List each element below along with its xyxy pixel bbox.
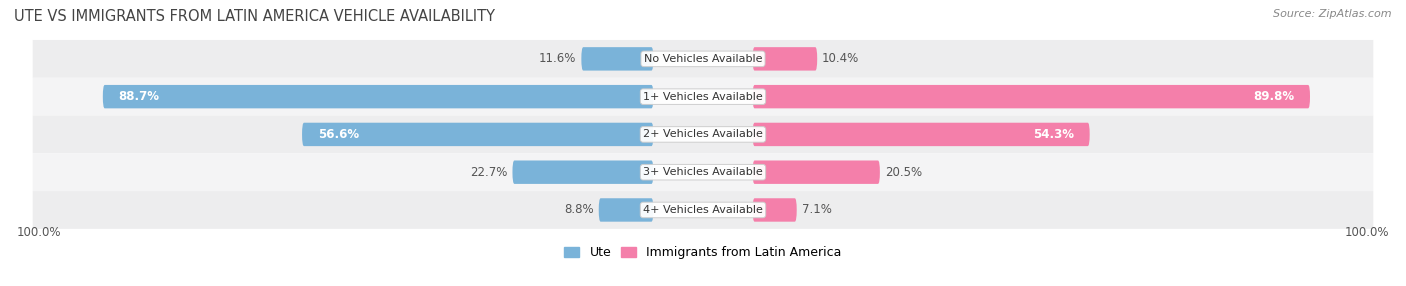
Text: 100.0%: 100.0% xyxy=(17,226,62,239)
FancyBboxPatch shape xyxy=(752,123,1090,146)
Text: 1+ Vehicles Available: 1+ Vehicles Available xyxy=(643,92,763,102)
FancyBboxPatch shape xyxy=(32,116,1374,153)
Text: 88.7%: 88.7% xyxy=(118,90,159,103)
FancyBboxPatch shape xyxy=(752,160,880,184)
FancyBboxPatch shape xyxy=(32,191,1374,229)
Text: 89.8%: 89.8% xyxy=(1253,90,1295,103)
Text: No Vehicles Available: No Vehicles Available xyxy=(644,54,762,64)
Text: 3+ Vehicles Available: 3+ Vehicles Available xyxy=(643,167,763,177)
FancyBboxPatch shape xyxy=(752,47,817,71)
FancyBboxPatch shape xyxy=(752,198,797,222)
FancyBboxPatch shape xyxy=(32,40,1374,78)
Text: 8.8%: 8.8% xyxy=(564,203,593,217)
FancyBboxPatch shape xyxy=(599,198,654,222)
Text: 11.6%: 11.6% xyxy=(538,52,576,65)
FancyBboxPatch shape xyxy=(581,47,654,71)
FancyBboxPatch shape xyxy=(302,123,654,146)
Text: 22.7%: 22.7% xyxy=(470,166,508,179)
FancyBboxPatch shape xyxy=(32,153,1374,191)
Text: UTE VS IMMIGRANTS FROM LATIN AMERICA VEHICLE AVAILABILITY: UTE VS IMMIGRANTS FROM LATIN AMERICA VEH… xyxy=(14,9,495,23)
Text: 4+ Vehicles Available: 4+ Vehicles Available xyxy=(643,205,763,215)
Text: 56.6%: 56.6% xyxy=(318,128,359,141)
FancyBboxPatch shape xyxy=(752,85,1310,108)
Text: Source: ZipAtlas.com: Source: ZipAtlas.com xyxy=(1274,9,1392,19)
Text: 10.4%: 10.4% xyxy=(823,52,859,65)
Text: 100.0%: 100.0% xyxy=(1344,226,1389,239)
FancyBboxPatch shape xyxy=(103,85,654,108)
Text: 2+ Vehicles Available: 2+ Vehicles Available xyxy=(643,130,763,139)
FancyBboxPatch shape xyxy=(32,78,1374,116)
Legend: Ute, Immigrants from Latin America: Ute, Immigrants from Latin America xyxy=(560,241,846,264)
Text: 54.3%: 54.3% xyxy=(1033,128,1074,141)
Text: 20.5%: 20.5% xyxy=(884,166,922,179)
FancyBboxPatch shape xyxy=(512,160,654,184)
Text: 7.1%: 7.1% xyxy=(801,203,831,217)
